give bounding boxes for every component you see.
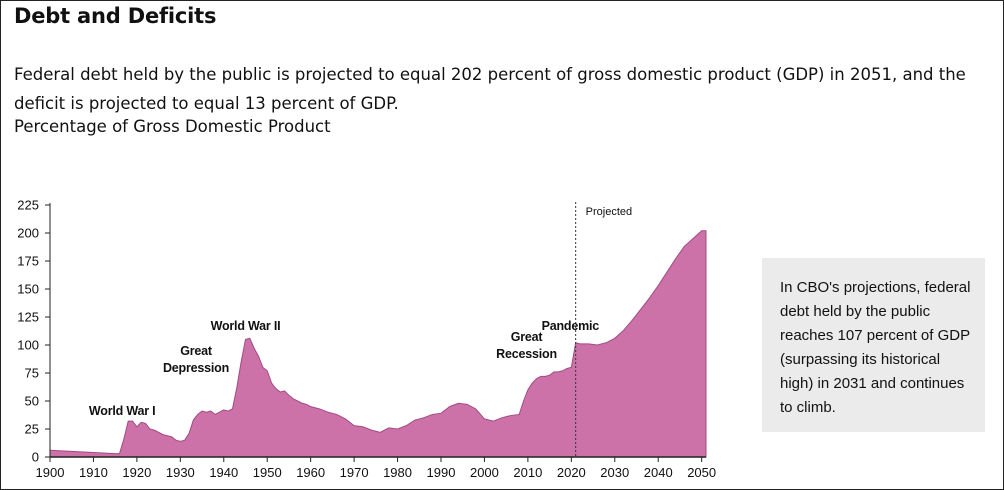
y-tick-label: 150	[17, 282, 39, 297]
callout-box: In CBO's projections, federal debt held …	[762, 258, 985, 432]
x-tick-label: 1910	[79, 465, 108, 480]
x-tick-label: 2030	[600, 465, 629, 480]
debt-chart: 0 25 50 75 100 125 150 175 200 225 1900 1910 1920 193…	[17, 198, 716, 481]
chart-description: Federal debt held by the public is proje…	[14, 65, 972, 113]
y-tick-label: 225	[17, 198, 39, 213]
y-tick-label: 0	[32, 450, 39, 465]
page-title: Debt and Deficits	[14, 4, 217, 28]
debt-area-series	[49, 230, 707, 458]
x-tick-label: 1970	[340, 465, 369, 480]
y-tick-label: 125	[17, 310, 39, 325]
x-tick-label: 2040	[644, 465, 673, 480]
x-tick-label: 1950	[253, 465, 282, 480]
x-tick-label: 1900	[36, 465, 65, 480]
x-tick-label: 1960	[296, 465, 325, 480]
x-tick-label: 1940	[209, 465, 238, 480]
annotation-label: Pandemic	[542, 319, 600, 333]
y-tick-label: 100	[17, 338, 39, 353]
annotation-label: World War I	[89, 404, 156, 418]
annotation-label: Great Depression	[163, 344, 229, 375]
y-tick-label: 25	[25, 422, 39, 437]
annotation-label: World War II	[211, 319, 281, 333]
x-tick-label: 1980	[383, 465, 412, 480]
x-tick-label: 2000	[470, 465, 499, 480]
y-tick-label: 175	[17, 254, 39, 269]
y-tick-label: 75	[25, 366, 39, 381]
x-tick-label: 2050	[687, 465, 716, 480]
y-tick-label: 200	[17, 226, 39, 241]
projected-label: Projected	[586, 206, 632, 218]
x-tick-label: 1930	[166, 465, 195, 480]
annotation-label: Great Recession	[496, 330, 557, 361]
unit-label: Percentage of Gross Domestic Product	[14, 117, 331, 136]
x-tick-label: 1990	[427, 465, 456, 480]
x-tick-label: 1920	[122, 465, 151, 480]
x-tick-label: 2010	[513, 465, 542, 480]
x-tick-label: 2020	[557, 465, 586, 480]
y-tick-label: 50	[25, 394, 39, 409]
